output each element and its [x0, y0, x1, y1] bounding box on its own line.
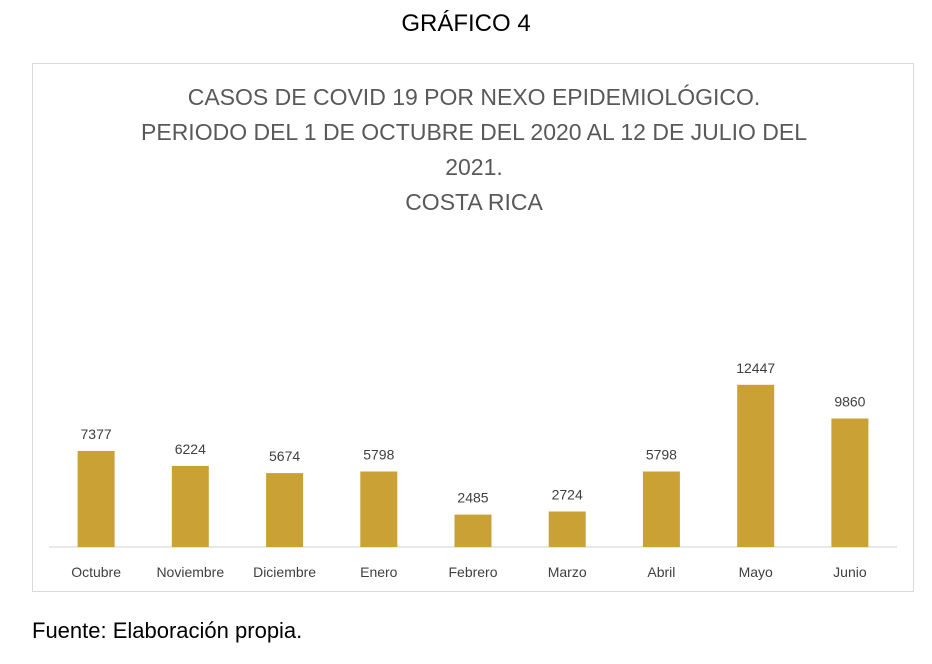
x-tick-label-junio: Junio: [833, 564, 867, 580]
data-label-diciembre: 5674: [269, 448, 300, 464]
data-label-marzo: 2724: [552, 487, 583, 503]
chart-title-line-2: PERIODO DEL 1 DE OCTUBRE DEL 2020 AL 12 …: [141, 119, 807, 145]
bar-octubre: [77, 450, 115, 547]
chart-title-line-1: CASOS DE COVID 19 POR NEXO EPIDEMIOLÓGIC…: [187, 84, 761, 110]
x-tick-label-octubre: Octubre: [71, 564, 121, 580]
x-tick-label-noviembre: Noviembre: [156, 564, 224, 580]
data-label-mayo: 12447: [736, 360, 775, 376]
bar-diciembre: [266, 473, 304, 547]
data-label-junio: 9860: [834, 394, 865, 410]
bar-junio: [831, 418, 869, 547]
chart-title: CASOS DE COVID 19 POR NEXO EPIDEMIOLÓGIC…: [93, 80, 855, 220]
figure-caption: GRÁFICO 4: [401, 10, 531, 37]
bar-noviembre: [171, 465, 209, 547]
x-tick-label-diciembre: Diciembre: [253, 564, 316, 580]
data-label-febrero: 2485: [457, 490, 488, 506]
x-tick-label-mayo: Mayo: [739, 564, 773, 580]
bar-abril: [642, 471, 680, 547]
x-tick-label-marzo: Marzo: [548, 564, 587, 580]
data-label-abril: 5798: [646, 447, 677, 463]
chart-area: CASOS DE COVID 19 POR NEXO EPIDEMIOLÓGIC…: [32, 63, 914, 592]
chart-title-line-3: 2021.: [445, 154, 503, 180]
chart-title-line-4: COSTA RICA: [405, 189, 543, 215]
bar-mayo: [737, 384, 775, 547]
bar-marzo: [548, 511, 586, 547]
data-label-enero: 5798: [363, 447, 394, 463]
source-note: Fuente: Elaboración propia.: [32, 618, 303, 643]
x-tick-label-abril: Abril: [647, 564, 675, 580]
bar-febrero: [454, 514, 492, 547]
x-tick-label-febrero: Febrero: [448, 564, 497, 580]
data-label-noviembre: 6224: [175, 441, 206, 457]
data-label-octubre: 7377: [81, 426, 112, 442]
x-tick-label-enero: Enero: [360, 564, 398, 580]
bar-chart: 7377 Octubre 6224 Noviembre 5674 Diciembre 579…: [49, 360, 897, 580]
bar-enero: [360, 471, 398, 547]
